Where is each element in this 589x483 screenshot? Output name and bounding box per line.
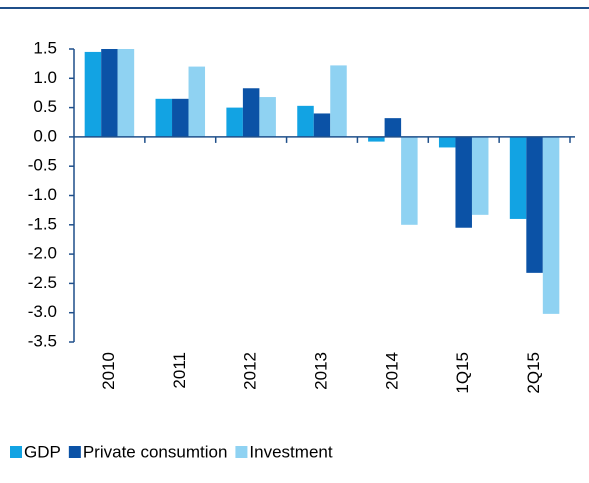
x-tick-label: 1Q15 bbox=[453, 352, 472, 394]
bar bbox=[226, 107, 243, 137]
y-tick-label: 1.5 bbox=[33, 38, 57, 57]
x-tick-label: 2014 bbox=[382, 352, 401, 390]
bar bbox=[188, 66, 206, 137]
y-tick-label: 0.0 bbox=[33, 126, 57, 145]
x-tick-label: 2011 bbox=[170, 352, 189, 389]
legend-swatch bbox=[235, 446, 248, 458]
x-tick-label: 2013 bbox=[311, 352, 330, 390]
bar bbox=[101, 49, 118, 137]
bar bbox=[471, 136, 489, 215]
legend-label: Private consumtion bbox=[83, 442, 228, 461]
bar bbox=[84, 51, 102, 137]
y-tick-label: -3.0 bbox=[28, 302, 57, 321]
bar bbox=[368, 136, 385, 142]
bar bbox=[259, 97, 276, 137]
legend-label: Investment bbox=[249, 442, 332, 461]
x-tick-label: 2Q15 bbox=[524, 352, 543, 394]
y-tick-label: 1.0 bbox=[33, 68, 57, 87]
bar bbox=[330, 65, 347, 137]
bar bbox=[313, 113, 331, 137]
y-tick-label: -3.5 bbox=[28, 331, 57, 350]
y-tick-label: 0.5 bbox=[33, 97, 57, 116]
y-tick-label: -2.5 bbox=[28, 273, 57, 292]
bar bbox=[297, 105, 314, 137]
x-tick-label: 2012 bbox=[241, 352, 260, 390]
bar bbox=[438, 136, 456, 148]
bar bbox=[455, 136, 472, 228]
bar bbox=[401, 136, 418, 225]
y-tick-label: -0.5 bbox=[28, 156, 57, 175]
bar bbox=[509, 136, 527, 219]
legend-label: GDP bbox=[24, 442, 61, 461]
bar bbox=[384, 118, 402, 137]
legend-swatch bbox=[10, 446, 22, 458]
x-tick-label: 2010 bbox=[99, 352, 118, 390]
bar bbox=[526, 136, 543, 273]
y-tick-label: -2.0 bbox=[28, 244, 57, 263]
bar bbox=[172, 98, 189, 137]
legend-swatch bbox=[68, 446, 81, 458]
y-tick-label: -1.0 bbox=[28, 185, 57, 204]
bar bbox=[155, 98, 173, 137]
bar bbox=[542, 136, 560, 314]
y-tick-label: -1.5 bbox=[28, 214, 57, 233]
bar bbox=[117, 49, 135, 137]
bar bbox=[242, 88, 260, 137]
